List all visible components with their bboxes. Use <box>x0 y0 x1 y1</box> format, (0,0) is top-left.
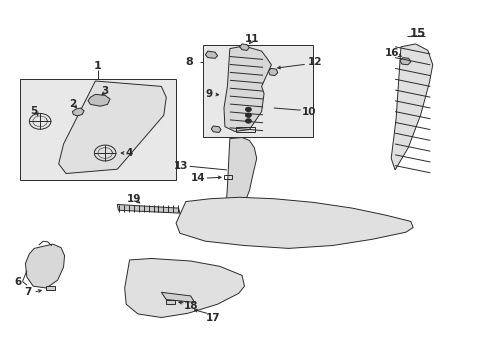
Bar <box>203 45 312 137</box>
Polygon shape <box>176 197 412 248</box>
Text: 14: 14 <box>190 173 205 183</box>
Polygon shape <box>268 68 277 76</box>
Text: 12: 12 <box>307 57 322 67</box>
Text: 16: 16 <box>384 48 399 58</box>
Polygon shape <box>205 51 217 58</box>
Bar <box>224 175 231 179</box>
Circle shape <box>245 119 251 123</box>
Bar <box>20 79 176 180</box>
Polygon shape <box>59 81 166 174</box>
Polygon shape <box>161 292 194 302</box>
Polygon shape <box>124 258 244 318</box>
Polygon shape <box>224 47 271 131</box>
Text: 19: 19 <box>127 194 141 204</box>
Text: 6: 6 <box>15 276 22 287</box>
Text: 13: 13 <box>173 161 188 171</box>
Text: 9: 9 <box>205 89 212 99</box>
Text: 11: 11 <box>244 34 259 44</box>
Text: 17: 17 <box>205 312 220 323</box>
Polygon shape <box>224 138 256 235</box>
Text: 10: 10 <box>302 107 316 117</box>
Circle shape <box>245 107 251 112</box>
Polygon shape <box>117 204 180 213</box>
Text: 1: 1 <box>94 60 102 71</box>
Text: 15: 15 <box>409 27 426 40</box>
Bar <box>166 300 175 304</box>
Polygon shape <box>399 58 410 65</box>
Polygon shape <box>239 44 249 50</box>
Polygon shape <box>88 94 110 106</box>
Text: 18: 18 <box>183 301 198 311</box>
Polygon shape <box>390 44 432 170</box>
Text: 8: 8 <box>185 57 193 67</box>
Circle shape <box>245 113 251 117</box>
Polygon shape <box>211 126 221 132</box>
Bar <box>235 127 255 132</box>
Text: 4: 4 <box>125 148 133 158</box>
Text: 5: 5 <box>31 106 38 116</box>
Bar <box>230 228 245 235</box>
Polygon shape <box>25 244 64 288</box>
Text: 3: 3 <box>102 86 108 96</box>
Bar <box>46 286 55 290</box>
Polygon shape <box>72 108 84 116</box>
Text: 2: 2 <box>69 99 76 109</box>
Text: 7: 7 <box>24 287 32 297</box>
